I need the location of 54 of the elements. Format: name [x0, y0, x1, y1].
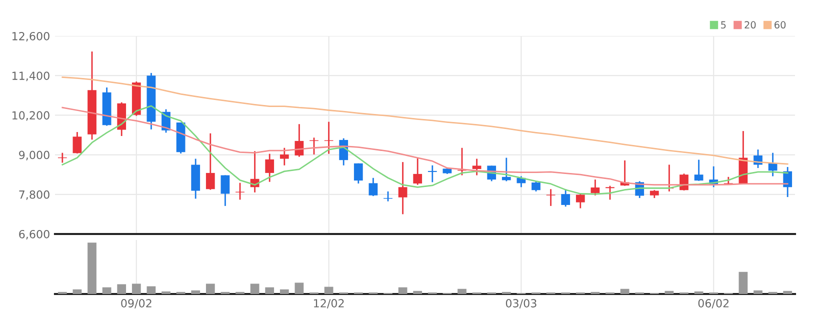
bar [620, 288, 630, 294]
bar [250, 284, 260, 294]
bar [162, 291, 170, 294]
bar [72, 289, 82, 294]
bar [694, 291, 704, 294]
bar [738, 272, 748, 294]
y-tick-label: 10,200 [12, 111, 50, 121]
bar [458, 288, 466, 294]
bar [413, 290, 422, 294]
candlestick [472, 158, 482, 176]
bar [324, 286, 334, 294]
legend-label: 20 [744, 21, 756, 29]
candlestick [280, 147, 289, 166]
bar [88, 242, 96, 294]
x-tick-label: 06/02 [698, 299, 728, 308]
y-tick-label: 11,400 [12, 72, 50, 82]
y-tick-label: 9,000 [19, 150, 50, 160]
x-tick-label: 03/03 [506, 299, 536, 308]
bar [294, 282, 304, 294]
candlestick [428, 164, 437, 183]
bar [398, 287, 408, 294]
candlestick [590, 178, 600, 196]
bar [132, 284, 141, 294]
y-tick-label: 7,800 [19, 190, 50, 200]
bar [265, 287, 274, 294]
candlestick [561, 188, 570, 208]
legend-label: 5 [721, 21, 726, 29]
bar [783, 290, 792, 294]
bar [117, 284, 126, 294]
bar [754, 290, 762, 294]
candlestick [502, 157, 511, 182]
bar [146, 286, 156, 294]
candlestick [532, 180, 540, 192]
candlestick [368, 177, 378, 197]
candlestick [413, 158, 422, 186]
y-tick-label: 6,600 [19, 230, 50, 240]
bar [664, 290, 674, 294]
x-tick-label: 12/02 [314, 299, 344, 308]
bar [191, 290, 200, 294]
candlestick [546, 188, 556, 207]
bar [280, 289, 289, 294]
candlestick [354, 162, 363, 184]
candlestick [72, 131, 82, 154]
y-tick-label: 12,600 [12, 32, 50, 42]
candlestick [694, 159, 704, 182]
candlestick [265, 153, 274, 183]
bar [206, 284, 215, 294]
x-tick-label: 09/02 [121, 299, 152, 308]
candlestick [206, 132, 215, 190]
candlestick [606, 185, 614, 200]
legend-label: 60 [774, 21, 786, 29]
candlestick [398, 161, 408, 215]
candlestick [220, 174, 230, 207]
bar [102, 287, 112, 294]
